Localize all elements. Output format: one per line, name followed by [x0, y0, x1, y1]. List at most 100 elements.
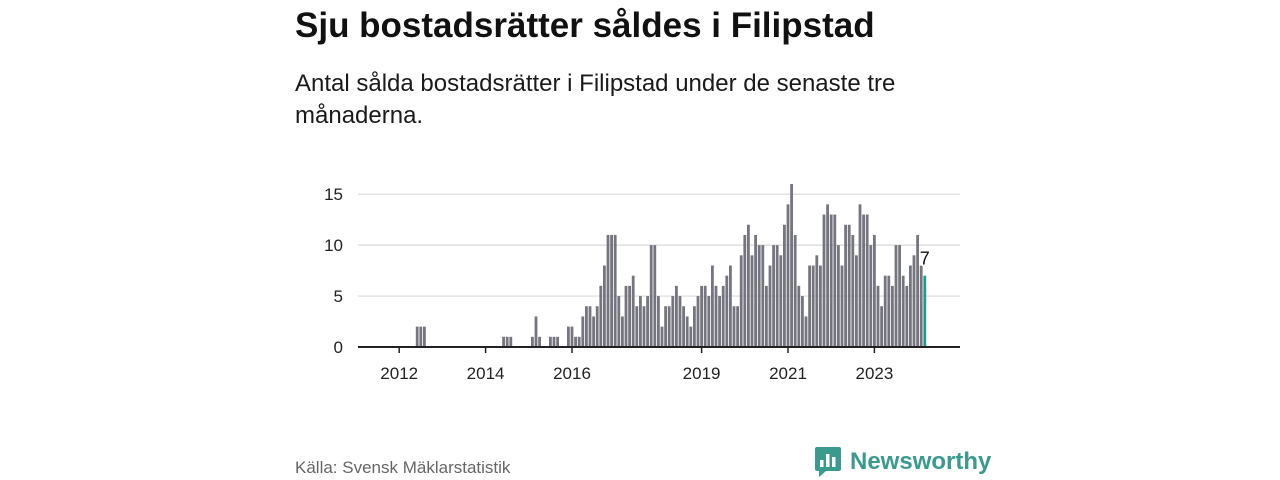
bar: [790, 184, 793, 347]
y-tick-label: 0: [334, 338, 343, 357]
bar: [660, 326, 664, 348]
bar: [595, 306, 599, 347]
last-value-label: 7: [920, 249, 930, 269]
bar: [639, 296, 642, 347]
bar: [786, 204, 790, 348]
bar: [822, 214, 826, 347]
y-tick-label: 15: [324, 185, 343, 204]
x-tick-label: 2021: [769, 364, 807, 383]
bar: [667, 306, 671, 347]
bar: [700, 285, 703, 348]
annotations: 7: [918, 247, 931, 270]
bar: [873, 234, 876, 347]
bar: [642, 306, 646, 347]
bar: [682, 306, 685, 347]
bar: [718, 296, 721, 347]
bar: [880, 306, 883, 347]
bar: [606, 234, 610, 347]
bar: [804, 316, 808, 347]
bar: [610, 234, 613, 347]
bar: [916, 234, 919, 347]
bar: [570, 326, 574, 348]
bar: [678, 296, 682, 347]
bar: [732, 306, 736, 347]
bar: [829, 214, 833, 347]
brand-name: Newsworthy: [850, 448, 992, 475]
bar: [783, 224, 786, 347]
chart-title: Sju bostadsrätter såldes i Filipstad: [295, 6, 875, 45]
bar: [689, 326, 693, 348]
bar: [574, 336, 577, 347]
bar: [768, 265, 772, 347]
bar: [862, 214, 865, 347]
bar: [628, 285, 631, 348]
bar: [603, 265, 606, 347]
bar: [801, 296, 804, 347]
bar: [775, 245, 779, 348]
bar: [502, 336, 505, 347]
bar: [901, 275, 905, 347]
bar: [847, 224, 851, 347]
x-axis-labels: 2012 2014 2016 2019 2021 2023: [380, 364, 893, 383]
bar: [621, 316, 624, 347]
bar: [552, 336, 556, 347]
bar: [797, 285, 801, 348]
bar: [585, 306, 588, 347]
bar: [891, 285, 894, 348]
bar: [865, 214, 869, 347]
bar: [653, 245, 657, 348]
bar: [736, 306, 739, 347]
bars: [415, 184, 927, 348]
bar: [693, 306, 696, 347]
bar-chart: 0 5 10 15 2012 2014 2016 2019 2021 2023 7: [324, 184, 960, 383]
bar: [869, 245, 873, 348]
bar: [419, 326, 423, 348]
x-tick-label: 2023: [855, 364, 893, 383]
bar: [815, 255, 819, 347]
y-tick-label: 5: [334, 287, 343, 306]
bar: [588, 306, 592, 347]
bar: [415, 326, 419, 348]
bar: [876, 285, 880, 348]
chart-subtitle: Antal sålda bostadsrätter i Filipstad un…: [295, 70, 896, 129]
bar: [858, 204, 862, 348]
bar: [534, 316, 538, 347]
bar: [577, 336, 581, 347]
bar: [531, 336, 534, 347]
bar: [685, 316, 689, 347]
bar: [837, 245, 840, 348]
bar: [811, 265, 815, 347]
bar: [592, 316, 595, 347]
bar: [912, 255, 916, 347]
y-axis-labels: 0 5 10 15: [324, 185, 343, 357]
bar: [549, 336, 552, 347]
bar: [556, 336, 559, 347]
bar: [905, 285, 909, 348]
bar: [833, 214, 837, 347]
bar: [729, 265, 732, 347]
bar: [599, 285, 603, 348]
bar: [703, 285, 707, 348]
brand-logo: Newsworthy: [814, 445, 991, 479]
bar: [898, 245, 901, 348]
x-tick-label: 2019: [683, 364, 721, 383]
bar: [743, 234, 747, 347]
bar: [855, 255, 858, 347]
bar: [844, 224, 847, 347]
bar: [711, 265, 714, 347]
bar: [747, 224, 750, 347]
bar: [613, 234, 617, 347]
bar: [671, 296, 675, 347]
bar: [509, 336, 513, 347]
bar: [883, 275, 887, 347]
bar: [909, 265, 912, 347]
bar: [664, 306, 667, 347]
x-tick-label: 2014: [467, 364, 505, 383]
bar: [538, 336, 541, 347]
bar: [635, 306, 639, 347]
bar: [721, 285, 725, 348]
bar: [919, 265, 923, 347]
bar: [757, 245, 761, 348]
bar: [725, 275, 729, 347]
bar: [646, 296, 649, 347]
